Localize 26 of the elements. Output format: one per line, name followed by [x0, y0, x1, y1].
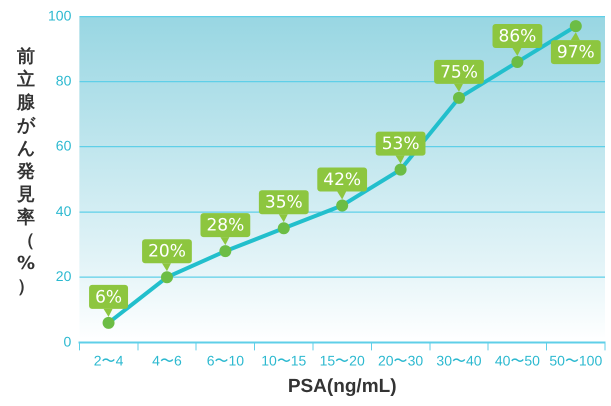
- data-label: 42%: [323, 170, 362, 190]
- x-tick-label: 10〜15: [261, 352, 307, 369]
- x-tick-label: 50〜100: [549, 352, 602, 369]
- y-tick-label: 20: [56, 268, 72, 284]
- y-tick-label: 0: [64, 333, 72, 350]
- data-label: 86%: [498, 26, 536, 46]
- x-tick-label: 15〜20: [320, 352, 365, 369]
- x-axis-title: PSA(ng/mL): [288, 376, 397, 397]
- x-tick-label: 4〜6: [152, 352, 182, 369]
- y-tick-label: 100: [48, 7, 72, 24]
- data-label: 28%: [206, 216, 244, 236]
- data-label: 75%: [440, 62, 478, 82]
- data-label: 6%: [95, 287, 122, 308]
- y-tick-label: 60: [56, 138, 72, 154]
- x-tick-label: 6〜10: [206, 352, 244, 369]
- y-tick-label: 40: [56, 202, 72, 219]
- x-tick-label: 30〜40: [436, 352, 482, 369]
- data-label: 53%: [382, 134, 420, 154]
- y-tick-label: 80: [56, 72, 72, 88]
- data-label: 97%: [556, 42, 595, 63]
- text: 前立腺がん発見率（%）: [16, 46, 36, 297]
- data-label: 35%: [264, 192, 303, 213]
- x-tick-label: 20〜30: [378, 352, 424, 369]
- data-label: 20%: [148, 242, 186, 262]
- x-tick-label: 2〜4: [94, 352, 124, 369]
- x-tick-label: 40〜50: [494, 352, 540, 369]
